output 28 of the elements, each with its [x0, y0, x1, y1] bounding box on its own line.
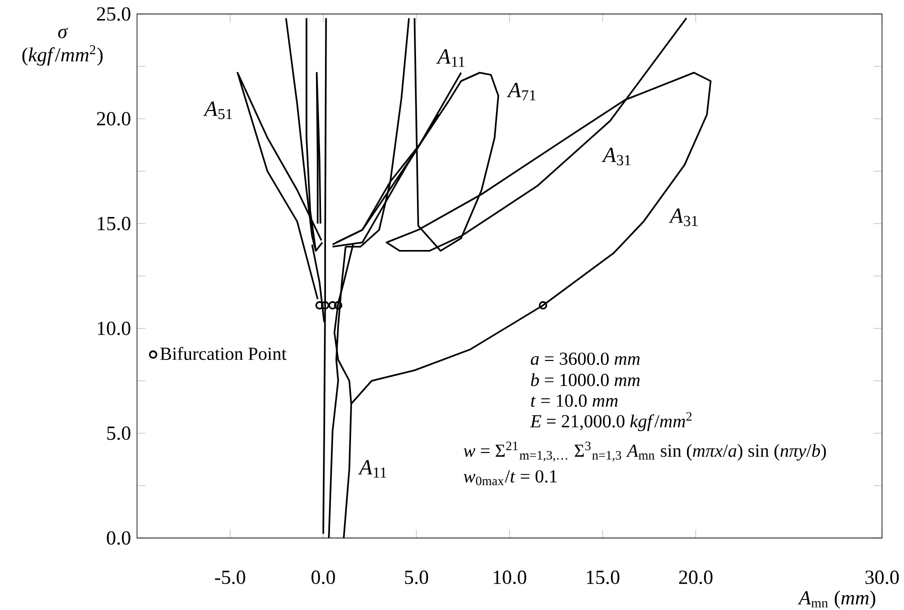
annotation: t = 10.0 mm	[531, 394, 618, 407]
y-tick-label: 0.0	[106, 531, 130, 545]
annotation: A$_{71}$	[506, 82, 536, 100]
x-tick-label: 15.0	[586, 570, 620, 584]
annotation: w$_{0max}$/t = 0.1	[464, 470, 557, 486]
x-tick-label: 20.0	[679, 570, 712, 584]
annotation: A$_{11}$	[436, 49, 464, 67]
x-tick-label: 0.0	[312, 570, 335, 584]
y-tick-label: 25.0	[97, 7, 130, 21]
y-tick-label: 10.0	[98, 322, 130, 336]
annotation: A$_{11}$	[358, 460, 386, 478]
x-axis-title: A$_{mn}$ (mm)	[798, 590, 876, 609]
annotation: b = 1000.0 mm	[530, 373, 640, 386]
y-tick-label: 5.0	[107, 426, 130, 440]
annotation: A$_{31}$	[668, 208, 698, 226]
x-tick-label: 10.0	[494, 570, 526, 584]
annotation: a = 3600.0 mm	[530, 352, 640, 366]
annotation: A$_{51}$	[203, 102, 232, 120]
x-tick-label: 5.0	[405, 570, 428, 584]
x-tick-label: -5.0	[215, 570, 246, 584]
annotation: E = 21,000.0 kgf/mm$^{2}$	[530, 412, 692, 432]
text: w = Σ$^{21}$$_{m=1,3,…}$ Σ$^{3}$$_{n=1,3}$ A$_{mn}$ sin (mπx/a) sin (nπy/b)	[464, 442, 826, 462]
annotation: A$_{31}$	[602, 148, 630, 166]
y-tick-label: 20.0	[97, 112, 130, 126]
y-tick-label: 15.0	[98, 216, 130, 230]
legend-label: Bifurcation Point	[160, 346, 286, 360]
text: σ (kgf/mm$^{2}$)	[22, 28, 103, 66]
x-tick-label: 30.0	[865, 570, 899, 584]
